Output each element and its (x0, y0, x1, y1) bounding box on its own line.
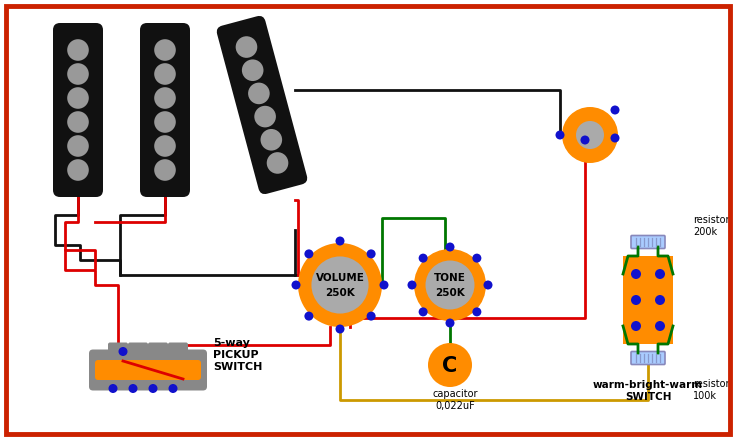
Circle shape (631, 295, 641, 305)
Circle shape (428, 343, 472, 387)
Circle shape (367, 249, 375, 258)
Text: resistor
200k: resistor 200k (693, 215, 729, 237)
Circle shape (155, 159, 176, 181)
Circle shape (242, 59, 263, 81)
Circle shape (129, 384, 138, 393)
Circle shape (169, 384, 177, 393)
Circle shape (67, 135, 89, 157)
Circle shape (248, 83, 269, 104)
Text: VOLUME: VOLUME (316, 273, 364, 283)
Circle shape (266, 152, 289, 174)
Circle shape (291, 281, 300, 290)
FancyBboxPatch shape (631, 352, 665, 364)
Circle shape (655, 321, 665, 331)
Circle shape (149, 384, 158, 393)
Circle shape (305, 312, 314, 321)
FancyBboxPatch shape (140, 23, 190, 197)
Circle shape (155, 135, 176, 157)
Circle shape (484, 281, 492, 290)
Circle shape (581, 136, 590, 144)
Circle shape (336, 324, 344, 334)
FancyBboxPatch shape (148, 342, 168, 359)
Text: TONE: TONE (434, 273, 466, 283)
Circle shape (108, 384, 118, 393)
Circle shape (655, 295, 665, 305)
Circle shape (576, 121, 604, 149)
Text: 250K: 250K (325, 288, 355, 298)
Text: 250K: 250K (435, 288, 465, 298)
Circle shape (419, 308, 428, 316)
Circle shape (155, 63, 176, 85)
Circle shape (67, 39, 89, 61)
Circle shape (367, 312, 375, 321)
FancyBboxPatch shape (631, 235, 665, 249)
FancyBboxPatch shape (53, 23, 103, 197)
Circle shape (67, 87, 89, 109)
Circle shape (305, 249, 314, 258)
Circle shape (610, 106, 620, 114)
Circle shape (67, 159, 89, 181)
Circle shape (118, 347, 127, 356)
Circle shape (380, 281, 389, 290)
FancyBboxPatch shape (168, 342, 188, 359)
Text: C: C (442, 356, 458, 376)
Circle shape (261, 129, 282, 150)
FancyBboxPatch shape (89, 349, 207, 390)
FancyBboxPatch shape (108, 342, 128, 359)
Circle shape (425, 260, 475, 309)
Circle shape (473, 253, 481, 263)
Circle shape (414, 249, 486, 321)
Circle shape (155, 39, 176, 61)
Circle shape (408, 281, 417, 290)
Circle shape (631, 321, 641, 331)
Circle shape (67, 111, 89, 133)
Text: 5-way
PICKUP
SWITCH: 5-way PICKUP SWITCH (213, 338, 262, 372)
Circle shape (419, 253, 428, 263)
Circle shape (236, 36, 258, 58)
FancyBboxPatch shape (217, 16, 307, 194)
FancyBboxPatch shape (128, 342, 148, 359)
Circle shape (67, 63, 89, 85)
Circle shape (155, 87, 176, 109)
Circle shape (473, 308, 481, 316)
Circle shape (655, 269, 665, 279)
Circle shape (336, 236, 344, 246)
Circle shape (311, 257, 369, 314)
Circle shape (445, 319, 455, 327)
Text: warm-bright-warm
SWITCH: warm-bright-warm SWITCH (593, 380, 703, 402)
Circle shape (445, 242, 455, 252)
Circle shape (155, 111, 176, 133)
Circle shape (556, 131, 565, 139)
Text: resistor
100k: resistor 100k (693, 379, 729, 401)
FancyBboxPatch shape (95, 360, 201, 380)
FancyBboxPatch shape (623, 256, 673, 344)
Text: capacitor
0,022uF: capacitor 0,022uF (432, 389, 478, 411)
Circle shape (631, 269, 641, 279)
Circle shape (562, 107, 618, 163)
Circle shape (610, 133, 620, 143)
Circle shape (298, 243, 382, 327)
Circle shape (255, 106, 276, 128)
